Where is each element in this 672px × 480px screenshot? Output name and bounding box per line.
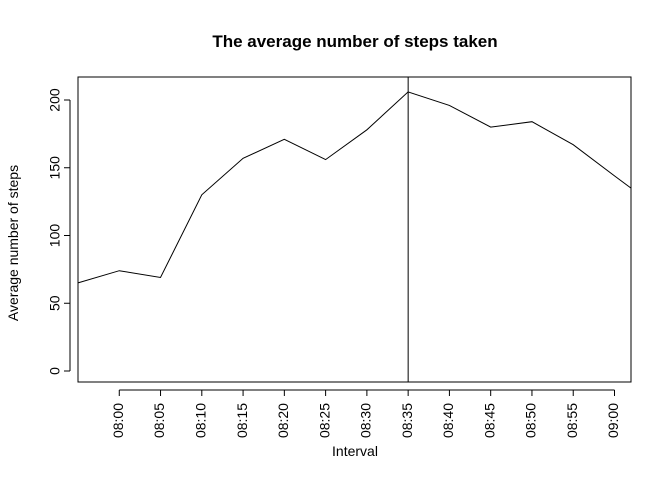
y-axis-label: Average number of steps [5,165,21,321]
x-tick-label: 08:45 [481,403,497,438]
plot-area-border [77,76,632,383]
x-tick-label: 08:35 [399,403,415,438]
x-tick-label: 08:30 [358,403,374,438]
x-tick-label: 08:20 [275,403,291,438]
y-tick-label: 150 [47,156,63,180]
y-tick-label: 50 [47,295,63,311]
y-axis: 0 50 100 150 200 [47,88,71,375]
x-tick-label: 08:15 [234,403,250,438]
series-layer [77,77,632,382]
x-tick-label: 08:40 [440,403,456,438]
x-tick-label: 08:55 [564,403,580,438]
x-tick-label: 08:00 [110,403,126,438]
x-axis-label: Interval [332,443,378,459]
x-tick-label: 08:50 [523,403,539,438]
x-axis: 08:00 08:05 08:10 08:15 08:20 08:25 08:30 08:35… [110,389,621,438]
x-tick-label: 09:00 [605,403,621,438]
y-tick-label: 200 [47,88,63,112]
x-tick-label: 08:10 [193,403,209,438]
y-tick-label: 0 [47,367,63,375]
x-tick-label: 08:05 [151,403,167,438]
x-tick-label: 08:25 [316,403,332,438]
chart-title: The average number of steps taken [212,32,497,51]
y-tick-label: 100 [47,224,63,248]
series-line [77,91,632,284]
